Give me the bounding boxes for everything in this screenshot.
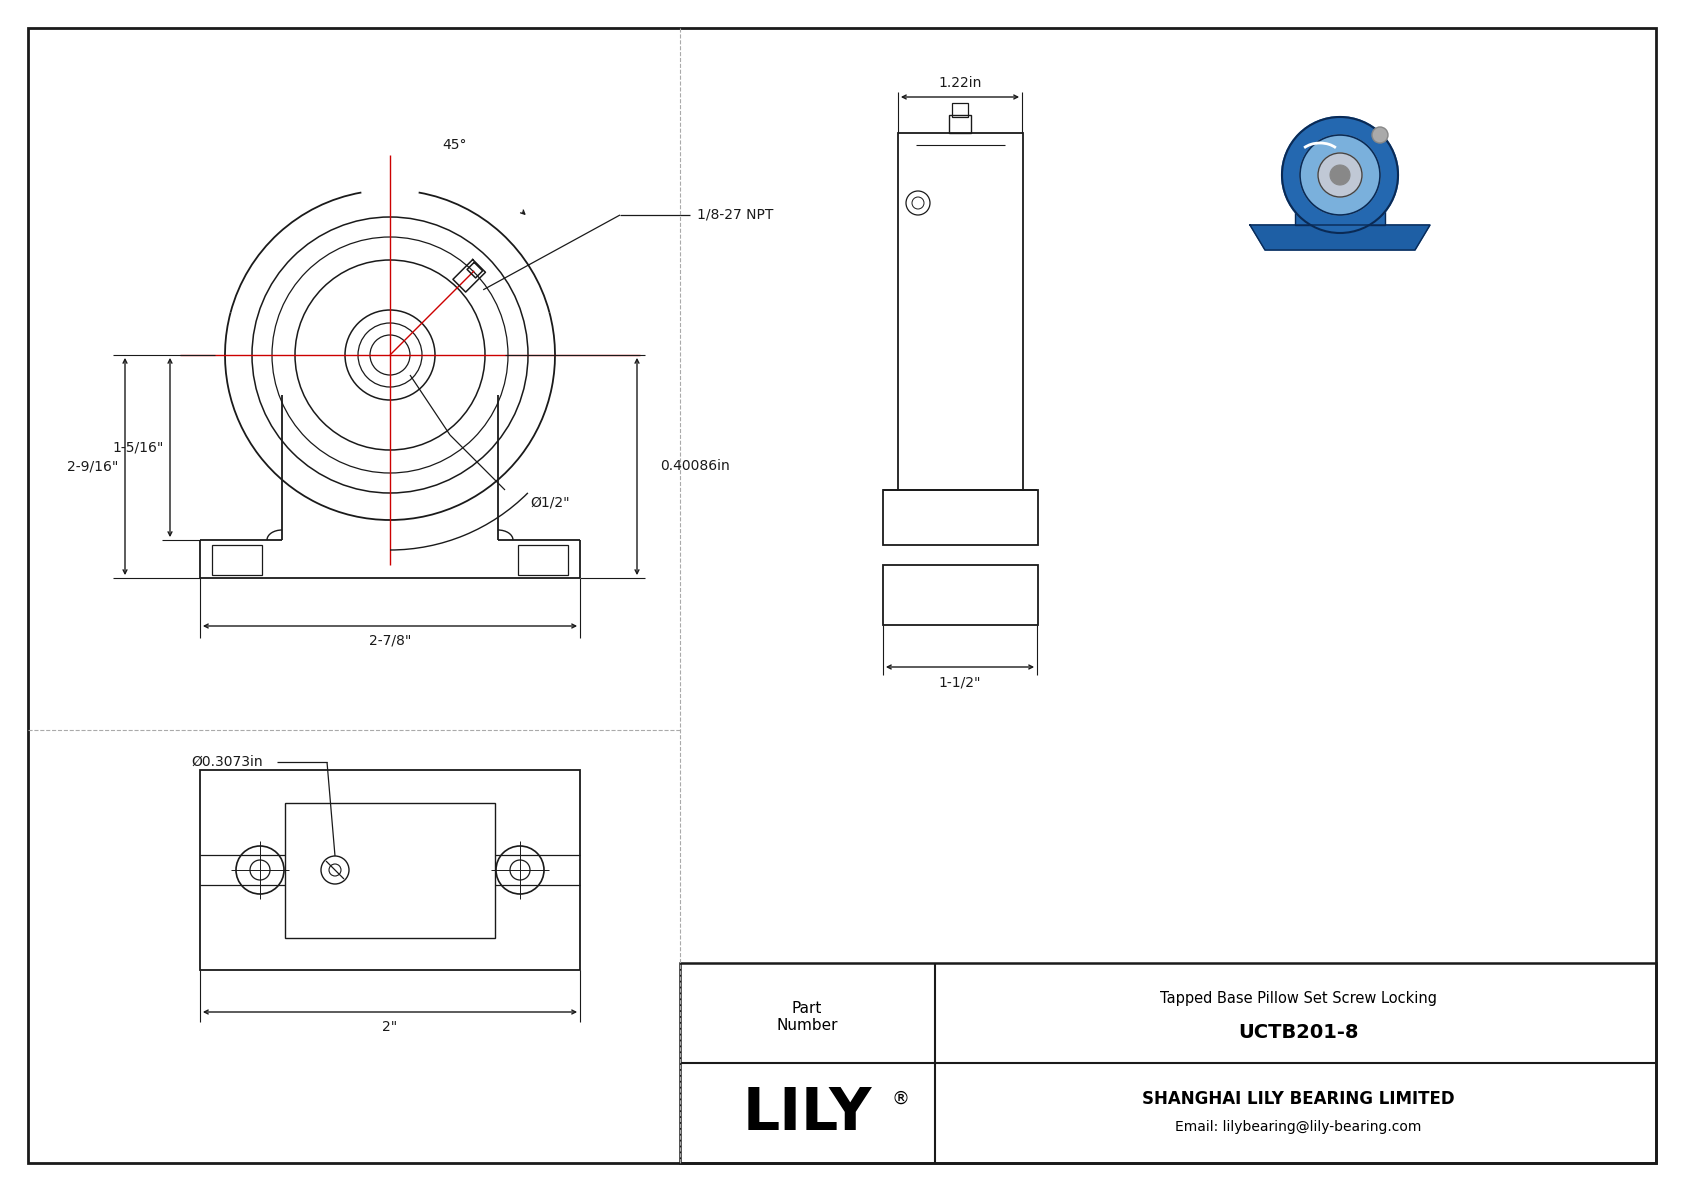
Text: LILY: LILY: [743, 1085, 872, 1141]
Circle shape: [1372, 127, 1388, 143]
Text: UCTB201-8: UCTB201-8: [1238, 1023, 1359, 1042]
Text: Tapped Base Pillow Set Screw Locking: Tapped Base Pillow Set Screw Locking: [1160, 991, 1436, 1006]
Polygon shape: [1295, 185, 1384, 225]
Text: Ø1/2": Ø1/2": [530, 495, 569, 510]
Bar: [285, 803, 495, 939]
Text: 1-1/2": 1-1/2": [938, 675, 982, 690]
Circle shape: [1330, 166, 1351, 185]
Bar: [882, 565, 1037, 625]
Polygon shape: [1250, 225, 1430, 250]
Bar: [898, 133, 1022, 490]
Circle shape: [1300, 135, 1379, 216]
Bar: [519, 545, 568, 575]
Text: 1.22in: 1.22in: [938, 76, 982, 91]
Text: 2-9/16": 2-9/16": [67, 460, 118, 474]
Bar: [680, 964, 1655, 1162]
Circle shape: [1319, 152, 1362, 197]
Text: 45°: 45°: [443, 138, 466, 152]
Text: ®: ®: [891, 1090, 909, 1108]
Bar: [951, 102, 968, 117]
Bar: [200, 771, 579, 969]
Text: Ø0.3073in: Ø0.3073in: [192, 755, 263, 769]
Text: Part
Number: Part Number: [776, 1000, 837, 1034]
Bar: [882, 490, 1037, 545]
Text: Email: lilybearing@lily-bearing.com: Email: lilybearing@lily-bearing.com: [1175, 1120, 1421, 1134]
Circle shape: [1282, 117, 1398, 233]
Bar: [950, 116, 972, 133]
Bar: [212, 545, 263, 575]
Text: 2": 2": [382, 1019, 397, 1034]
Text: 2-7/8": 2-7/8": [369, 632, 411, 647]
Text: 1-5/16": 1-5/16": [113, 441, 163, 455]
Text: 1/8-27 NPT: 1/8-27 NPT: [697, 208, 773, 222]
Text: SHANGHAI LILY BEARING LIMITED: SHANGHAI LILY BEARING LIMITED: [1142, 1090, 1455, 1108]
Text: 0.40086in: 0.40086in: [660, 460, 729, 474]
